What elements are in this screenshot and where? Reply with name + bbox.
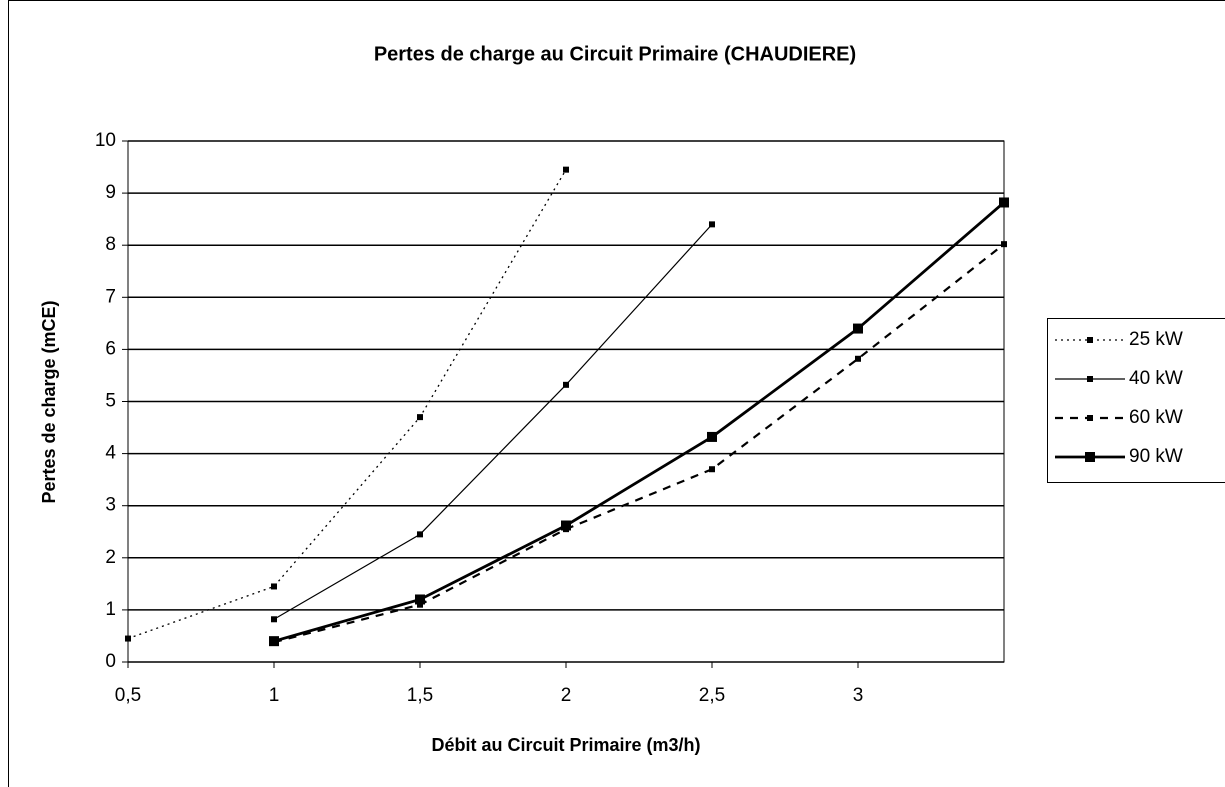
- data-point: [269, 636, 279, 647]
- data-point: [1001, 241, 1007, 248]
- y-tick-label: 7: [105, 286, 116, 307]
- legend-marker: [1087, 415, 1093, 421]
- data-point: [853, 323, 863, 334]
- data-point: [855, 355, 861, 362]
- y-axis-label: Pertes de charge (mCE): [39, 300, 59, 503]
- data-point: [125, 635, 131, 642]
- data-point: [563, 381, 569, 388]
- x-tick-label: 1,5: [407, 685, 433, 706]
- x-axis-label: Débit au Circuit Primaire (m3/h): [431, 735, 700, 755]
- x-tick-label: 3: [853, 685, 864, 706]
- data-point: [707, 431, 717, 442]
- y-tick-label: 2: [105, 547, 116, 568]
- legend-marker: [1085, 452, 1095, 462]
- data-point: [561, 520, 571, 531]
- y-tick-label: 1: [105, 599, 116, 620]
- y-tick-label: 5: [105, 391, 116, 412]
- data-point: [415, 594, 425, 605]
- chart-title: Pertes de charge au Circuit Primaire (CH…: [374, 43, 856, 65]
- y-tick-label: 6: [105, 338, 116, 359]
- x-tick-label: 0,5: [115, 685, 141, 706]
- data-point: [709, 466, 715, 473]
- legend-marker: [1087, 337, 1093, 343]
- y-tick-label: 8: [105, 234, 116, 255]
- x-tick-label: 1: [269, 685, 280, 706]
- data-point: [563, 166, 569, 173]
- data-point: [271, 616, 277, 623]
- y-tick-label: 10: [95, 130, 116, 151]
- data-point: [709, 221, 715, 228]
- legend-label: 40 kW: [1129, 368, 1183, 389]
- legend-marker: [1087, 376, 1093, 382]
- legend-label: 25 kW: [1129, 329, 1183, 350]
- chart-frame: [8, 0, 1225, 787]
- data-point: [417, 601, 423, 608]
- y-tick-label: 3: [105, 495, 116, 516]
- series-line: [127, 169, 567, 640]
- y-tick-label: 9: [105, 182, 116, 203]
- legend-label: 60 kW: [1129, 407, 1183, 428]
- data-point: [417, 414, 423, 421]
- data-point: [999, 197, 1009, 208]
- y-tick-label: 4: [105, 443, 116, 464]
- legend-label: 90 kW: [1129, 446, 1183, 467]
- series-line: [273, 223, 713, 620]
- x-tick-label: 2: [561, 685, 572, 706]
- y-tick-label: 0: [105, 651, 116, 672]
- data-point: [417, 531, 423, 538]
- series-line: [273, 243, 1005, 644]
- series-line: [273, 201, 1005, 643]
- data-point: [271, 583, 277, 590]
- x-tick-label: 2,5: [699, 685, 725, 706]
- legend-box: [1047, 318, 1225, 483]
